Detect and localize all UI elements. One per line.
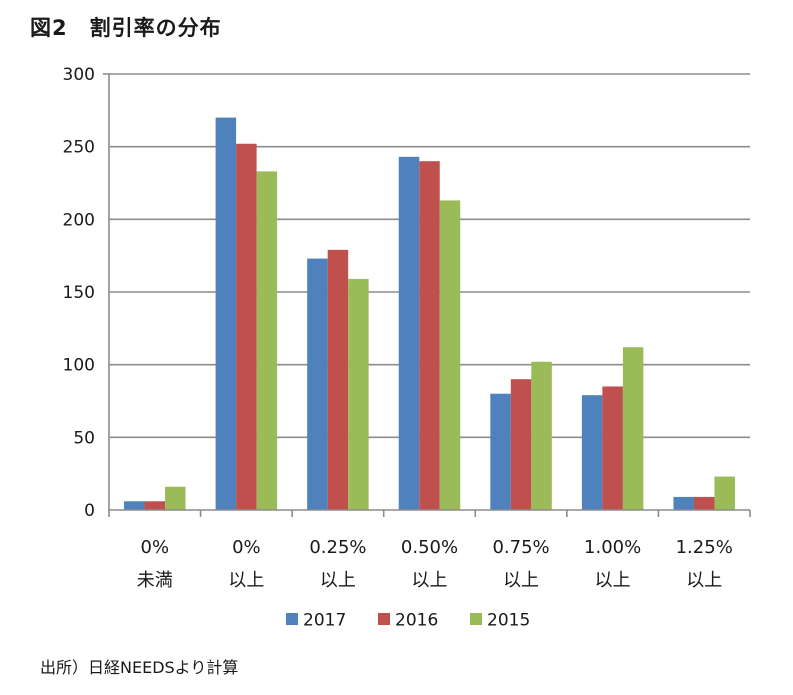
x-tick-label-5-0: 1.00% [584, 537, 641, 558]
y-tick-label-50: 50 [73, 428, 95, 448]
bars [124, 117, 735, 510]
bar-2015-0 [165, 486, 186, 510]
bar-2016-2 [327, 249, 349, 510]
bar-2017-2 [307, 258, 328, 510]
legend: 2017 2016 2015 [286, 611, 530, 631]
bar-2015-1 [256, 171, 278, 510]
labels: 0 50 100 150 200 250 300 0% 未満 0% 以上 0.25% 以上 0.50% 以上… [63, 65, 733, 591]
x-tick-label-5-1: 以上 [595, 570, 631, 591]
x-tick-label-0-0: 0% [141, 537, 170, 558]
y-tick-label-300: 300 [63, 65, 95, 85]
x-tick-label-6-1: 以上 [686, 570, 722, 591]
legend-label-2017: 2017 [303, 611, 346, 631]
bar-2016-5 [602, 386, 623, 510]
x-tick-label-2-1: 以上 [320, 570, 356, 591]
y-tick-label-100: 100 [63, 356, 95, 376]
bar-2017-5 [581, 395, 603, 510]
x-tick-label-2-0: 0.25% [309, 537, 366, 558]
bar-2017-1 [215, 117, 237, 510]
bar-2017-4 [490, 393, 511, 510]
legend-swatch-2016 [378, 613, 390, 625]
bar-2015-4 [531, 361, 552, 510]
y-tick-label-200: 200 [63, 210, 95, 230]
bar-2016-1 [236, 143, 257, 510]
x-tick-label-1-0: 0% [232, 537, 261, 558]
bar-2015-6 [714, 476, 735, 510]
x-tick-label-1-1: 以上 [228, 570, 264, 591]
bar-2015-3 [439, 200, 461, 510]
x-tick-label-6-0: 1.25% [676, 537, 733, 558]
x-tick-label-4-1: 以上 [503, 570, 539, 591]
y-tick-label-0: 0 [84, 501, 95, 521]
legend-swatch-2015 [470, 613, 482, 625]
y-tick-label-150: 150 [63, 283, 95, 303]
bar-2016-3 [419, 161, 440, 510]
y-tick-label-250: 250 [63, 138, 95, 158]
x-tick-label-4-0: 0.75% [492, 537, 549, 558]
bar-2017-0 [124, 501, 145, 510]
source-note: 出所）日経NEEDSより計算 [40, 658, 239, 677]
axes [103, 73, 751, 517]
bar-2015-5 [622, 347, 644, 510]
legend-swatch-2017 [286, 613, 298, 625]
bar-2015-2 [348, 278, 369, 510]
bar-2017-6 [673, 496, 694, 510]
legend-label-2016: 2016 [395, 611, 438, 631]
bar-2016-4 [510, 379, 532, 510]
x-tick-label-3-1: 以上 [412, 570, 448, 591]
x-tick-label-0-1: 未満 [137, 570, 173, 591]
legend-label-2015: 2015 [487, 611, 530, 631]
x-tick-label-3-0: 0.50% [401, 537, 458, 558]
chart-title: 図2 割引率の分布 [30, 16, 222, 40]
bar-2016-6 [693, 496, 715, 510]
bar-2017-3 [398, 156, 420, 510]
bar-2016-0 [144, 501, 166, 510]
